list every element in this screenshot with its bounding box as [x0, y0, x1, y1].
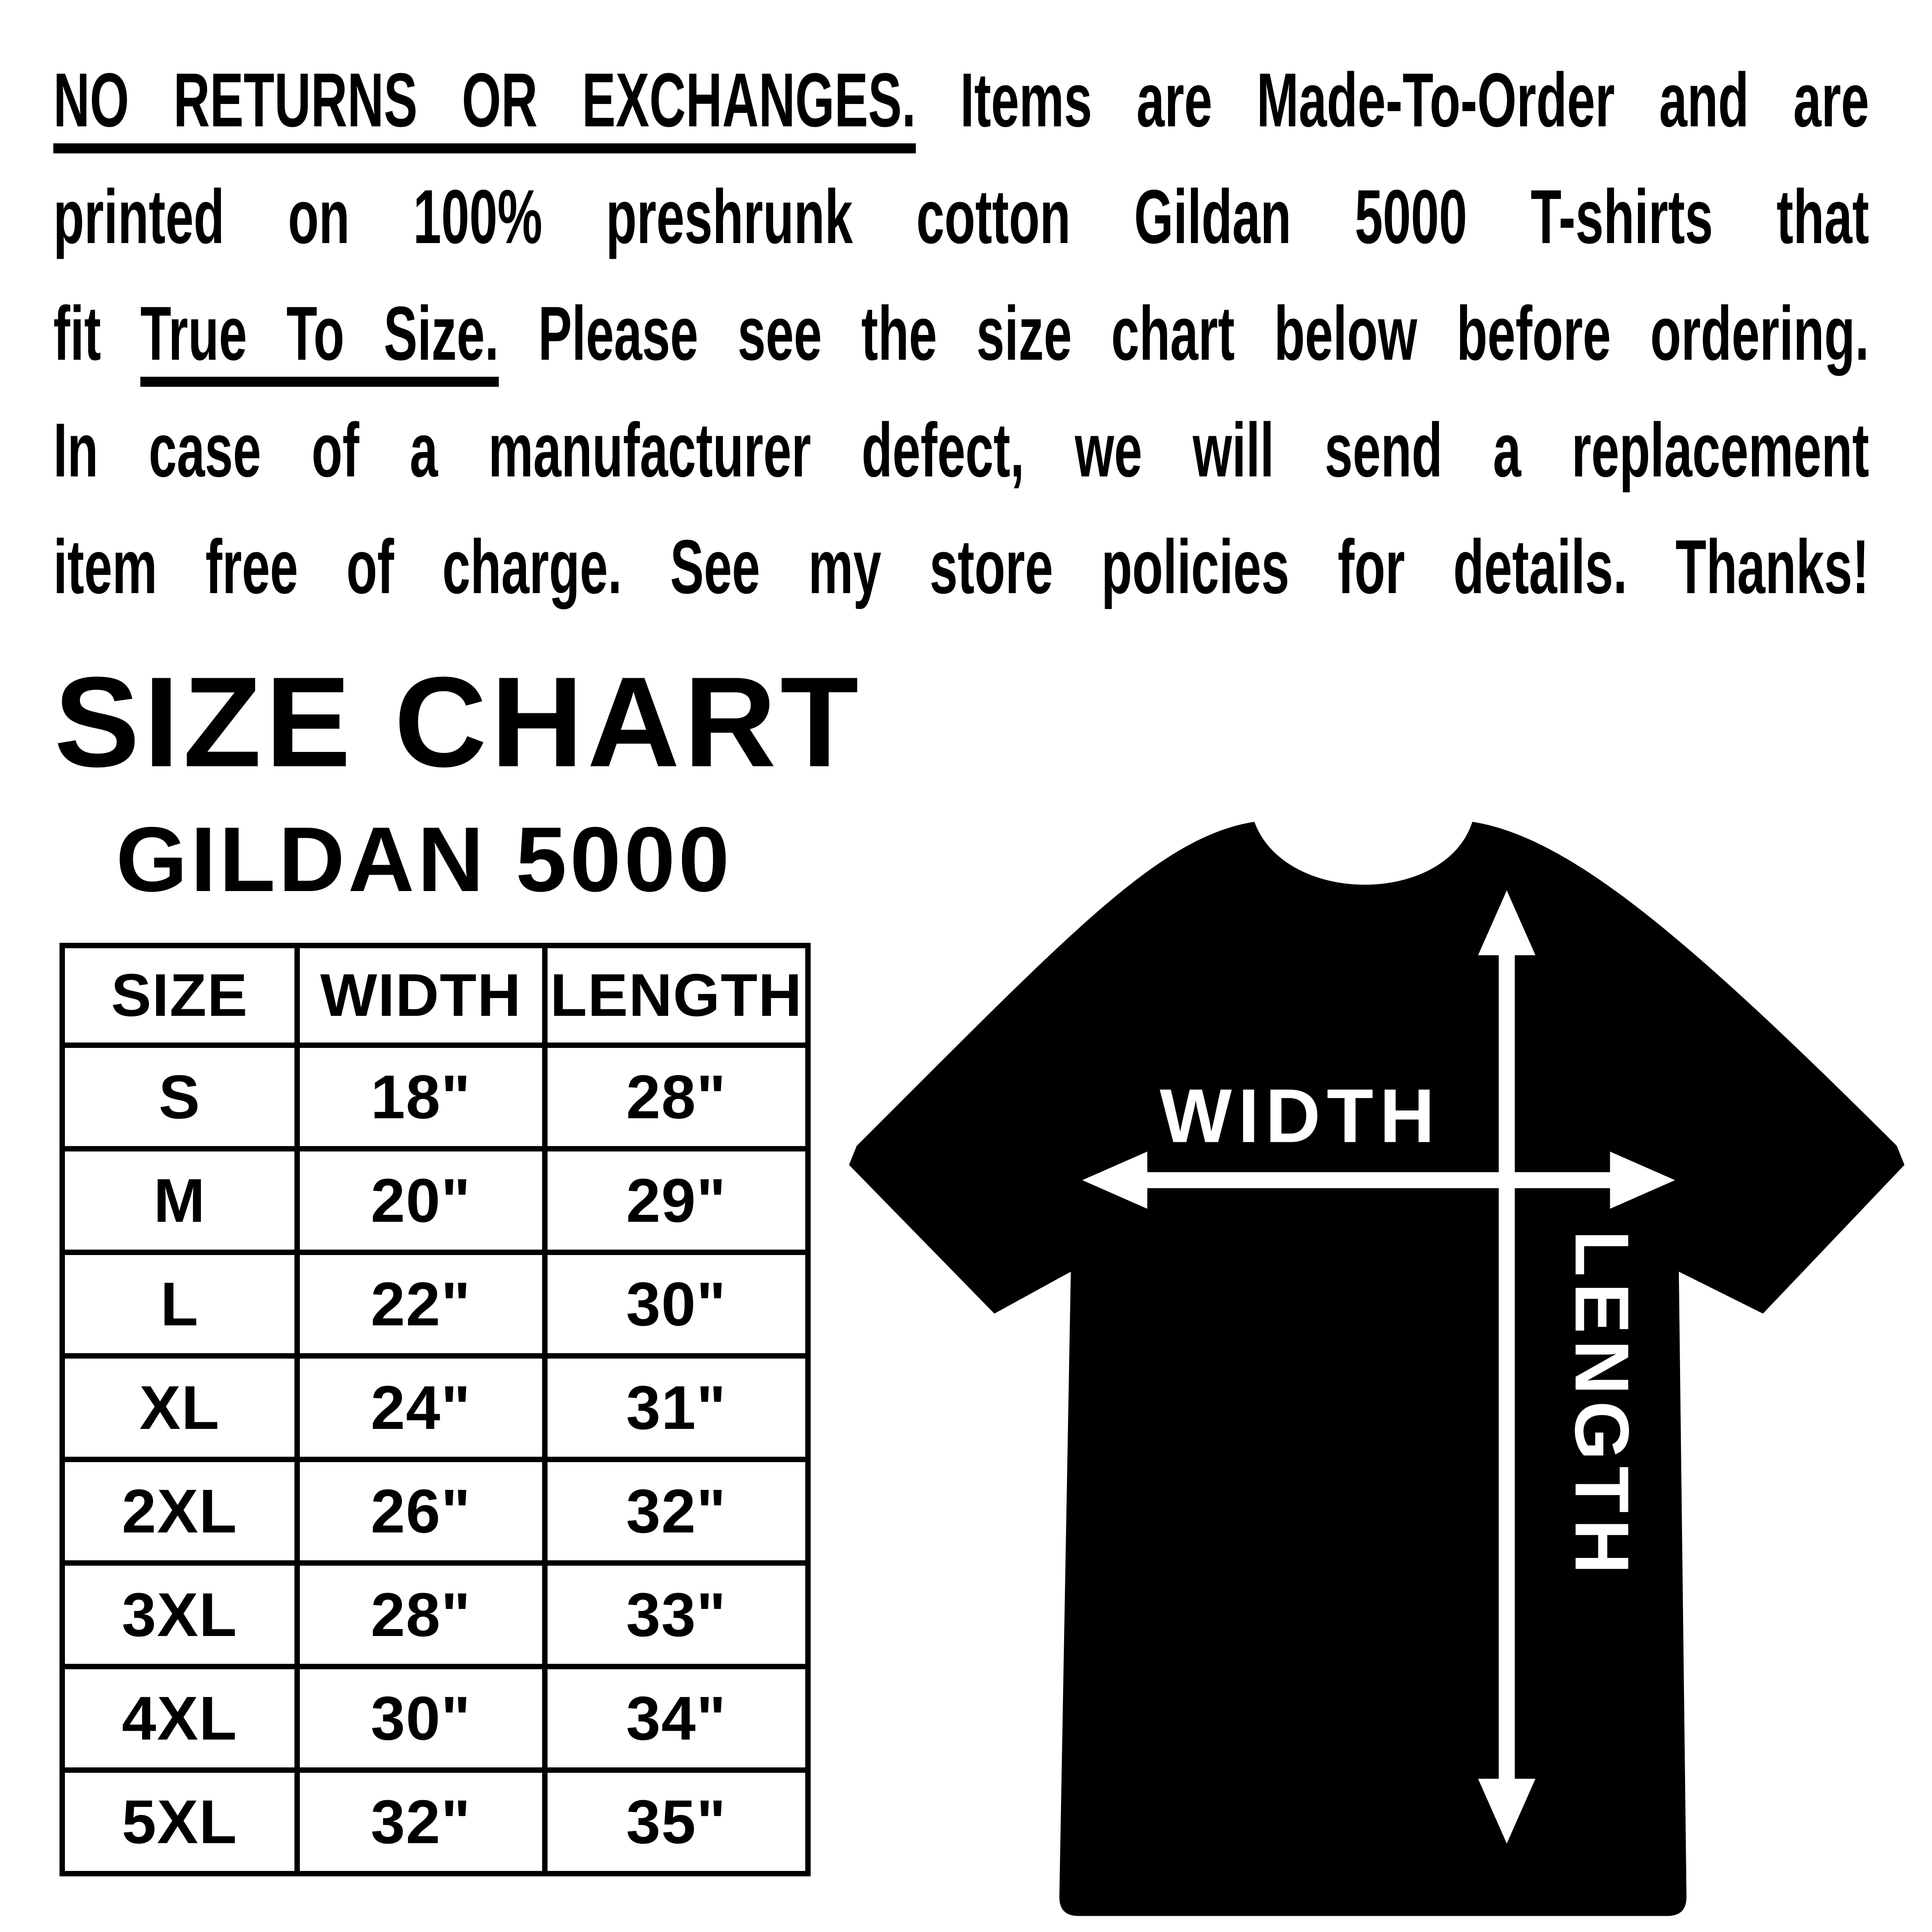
width-cell: 32": [294, 1767, 548, 1876]
width-arrow: [1082, 1151, 1675, 1209]
table-header-row: SIZE WIDTH LENGTH: [60, 943, 811, 1048]
true-to-size-underlined-text: True To Size.: [140, 291, 499, 376]
size-cell: 2XL: [60, 1457, 300, 1566]
width-cell: 24": [294, 1353, 548, 1462]
size-cell: 4XL: [60, 1664, 300, 1773]
length-cell: 33": [542, 1560, 811, 1669]
length-cell: 29": [542, 1146, 811, 1255]
table-row: 5XL 32" 35": [60, 1767, 811, 1876]
column-header-width: WIDTH: [294, 943, 548, 1048]
table-row: XL 24" 31": [60, 1353, 811, 1462]
policy-line-5-text: item free of charge. See my store polici…: [53, 524, 1869, 609]
size-cell: S: [60, 1043, 300, 1151]
length-cell: 28": [542, 1043, 811, 1151]
width-arrow-label: WIDTH: [1160, 1073, 1441, 1158]
size-cell: M: [60, 1146, 300, 1255]
size-cell: XL: [60, 1353, 300, 1462]
size-cell: L: [60, 1250, 300, 1359]
length-cell: 32": [542, 1457, 811, 1566]
gildan-5000-subtitle: GILDAN 5000: [116, 808, 733, 911]
size-chart-title: SIZE CHART: [54, 650, 862, 794]
policy-line-1: NO RETURNS OR EXCHANGES. Items are Made-…: [53, 42, 1869, 158]
length-cell: 30": [542, 1250, 811, 1359]
width-cell: 30": [294, 1664, 548, 1773]
length-cell: 31": [542, 1353, 811, 1462]
policy-line-3: fit True To Size. Please see the size ch…: [53, 275, 1869, 392]
policy-line-4: In case of a manufacturer defect, we wil…: [53, 392, 1869, 509]
table-row: L 22" 30": [60, 1250, 811, 1359]
policy-line-4-text: In case of a manufacturer defect, we wil…: [53, 407, 1869, 493]
width-cell: 26": [294, 1457, 548, 1566]
column-header-size: SIZE: [60, 943, 300, 1048]
table-row: M 20" 29": [60, 1146, 811, 1255]
length-cell: 35": [542, 1767, 811, 1876]
size-cell: 5XL: [60, 1767, 300, 1876]
length-cell: 34": [542, 1664, 811, 1773]
policy-line-2-text: printed on 100% preshrunk cotton Gildan …: [53, 174, 1869, 259]
width-cell: 18": [294, 1043, 548, 1151]
size-cell: 3XL: [60, 1560, 300, 1669]
policy-line-1-rest: Items are Made-To-Order and are: [916, 57, 1869, 143]
width-cell: 28": [294, 1560, 548, 1669]
policy-paragraph: NO RETURNS OR EXCHANGES. Items are Made-…: [53, 42, 1869, 625]
tshirt-silhouette: [849, 821, 1905, 1916]
size-table: SIZE WIDTH LENGTH S 18" 28" M 20" 29" L …: [60, 943, 811, 1876]
policy-line-5: item free of charge. See my store polici…: [53, 509, 1869, 625]
policy-line-2: printed on 100% preshrunk cotton Gildan …: [53, 158, 1869, 275]
table-row: 4XL 30" 34": [60, 1664, 811, 1773]
column-header-length: LENGTH: [542, 943, 811, 1048]
length-arrow-label: LENGTH: [1560, 1230, 1645, 1580]
width-cell: 20": [294, 1146, 548, 1255]
table-row: S 18" 28": [60, 1043, 811, 1151]
no-returns-underlined-text: NO RETURNS OR EXCHANGES.: [53, 57, 916, 143]
tshirt-diagram: WIDTH LENGTH: [849, 821, 1905, 1916]
policy-line-3-pre: fit: [53, 291, 141, 376]
table-row: 2XL 26" 32": [60, 1457, 811, 1566]
width-cell: 22": [294, 1250, 548, 1359]
policy-line-3-rest: Please see the size chart below before o…: [498, 291, 1869, 376]
length-arrow: [1478, 890, 1536, 1844]
table-row: 3XL 28" 33": [60, 1560, 811, 1669]
